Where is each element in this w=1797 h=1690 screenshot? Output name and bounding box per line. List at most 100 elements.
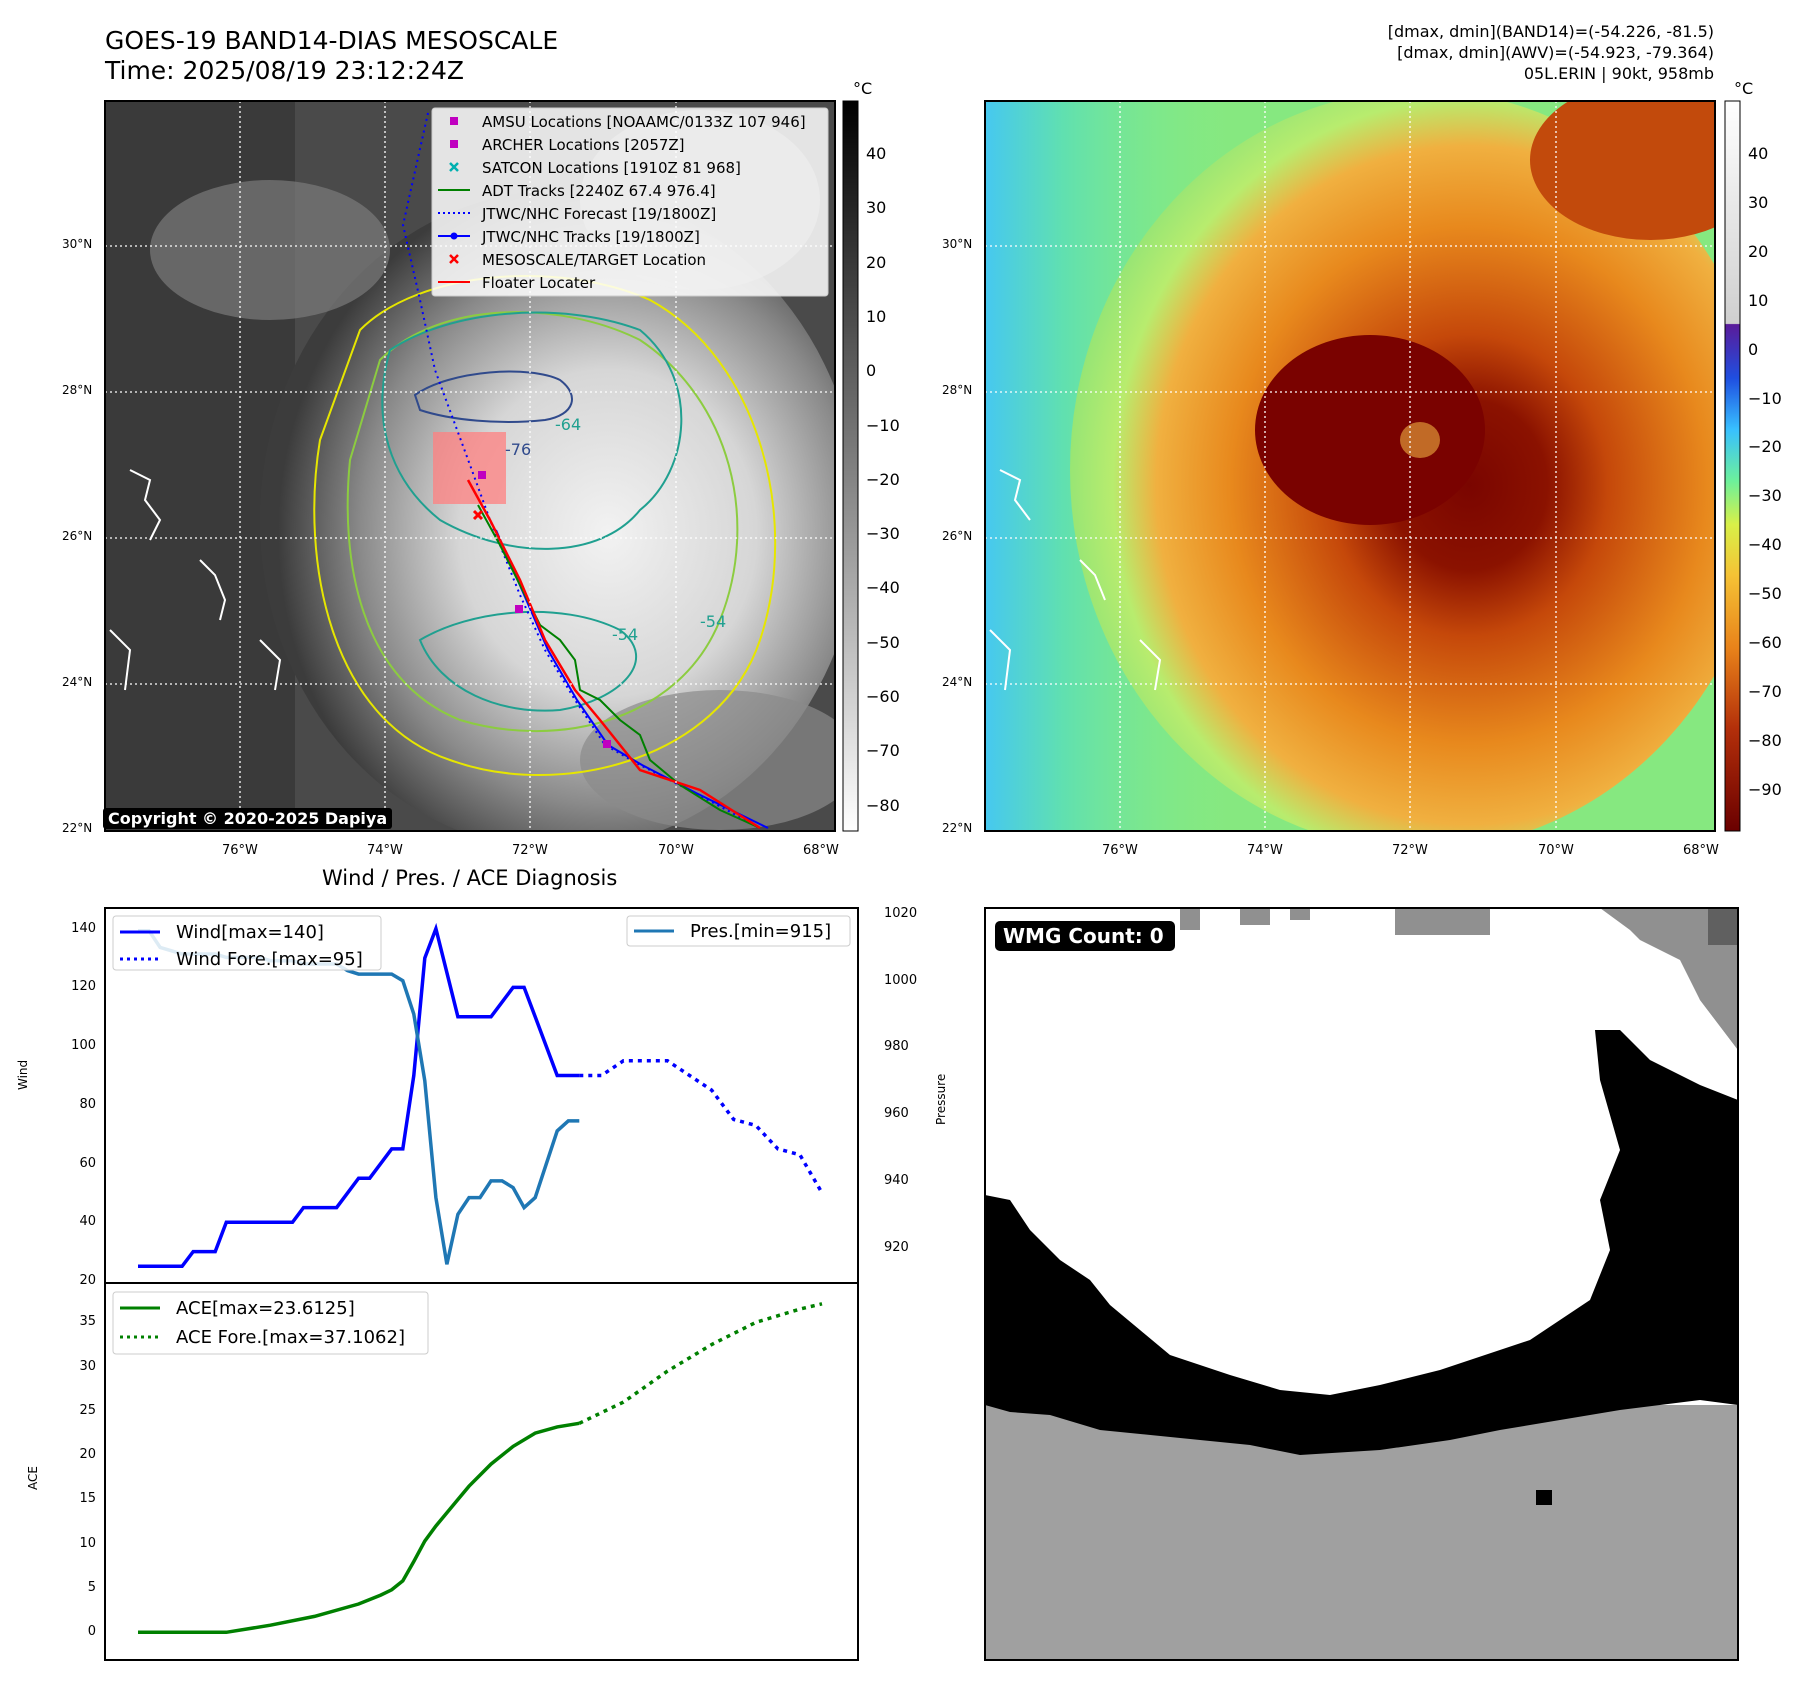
colorbar-tick: 20 <box>866 252 887 272</box>
colorbar-tick: −30 <box>866 524 900 544</box>
lon-label: 74°W <box>367 843 403 858</box>
right-map-gridlines <box>985 101 1715 831</box>
right-colorbar <box>1724 100 1741 832</box>
colorbar-tick: 20 <box>1748 241 1769 261</box>
lon-label: 70°W <box>1538 843 1574 858</box>
lat-label: 24°N <box>62 675 93 689</box>
legend-satcon: SATCON Locations [1910Z 81 968] <box>482 159 741 177</box>
colorbar-tick: −40 <box>1748 535 1782 555</box>
lon-label: 68°W <box>1683 843 1719 858</box>
wind-tick: 20 <box>79 1273 96 1288</box>
floater-track <box>466 479 761 830</box>
wmg-count-label: WMG Count: 0 <box>1003 924 1164 948</box>
ace-tick: 5 <box>87 1580 96 1596</box>
legend-forecast: JTWC/NHC Forecast [19/1800Z] <box>482 205 717 223</box>
colorbar-tick: −20 <box>866 469 900 489</box>
lon-label: 74°W <box>1247 843 1283 858</box>
colorbar-tick: −10 <box>1748 388 1782 408</box>
ace-tick: 15 <box>79 1491 96 1507</box>
series-wind-max- <box>138 922 580 1269</box>
colorbar-tick: 30 <box>866 198 887 218</box>
right-map-panel <box>984 100 1716 832</box>
lat-label: 22°N <box>942 821 973 835</box>
colorbar-tick: −50 <box>866 632 900 652</box>
colorbar-tick: −50 <box>1748 584 1782 604</box>
colorbar-tick: 0 <box>866 361 877 381</box>
colorbar-tick: −30 <box>1748 486 1782 506</box>
legend-ace-fore: ACE Fore.[max=37.1062] <box>176 1327 405 1348</box>
colorbar-tick: 40 <box>1748 144 1769 163</box>
right-map-frame <box>984 100 1716 832</box>
wind-tick: 120 <box>71 979 96 995</box>
copyright-badge: Copyright © 2020-2025 Dapiya <box>103 808 393 829</box>
lat-label: 22°N <box>62 821 93 835</box>
ace-legend <box>112 1291 429 1355</box>
amsu-marker <box>478 471 486 479</box>
coastline-right <box>989 469 1162 691</box>
contour-label: -64 <box>555 415 582 434</box>
wind-tick: 40 <box>79 1214 96 1230</box>
pressure-tick: 980 <box>884 1039 909 1055</box>
legend-tracks: JTWC/NHC Tracks [19/1800Z] <box>482 228 700 246</box>
coastline-left <box>109 469 282 691</box>
contour-label: -54 <box>700 612 727 631</box>
pres-legend <box>626 915 851 947</box>
wind-tick: 140 <box>71 920 96 936</box>
ace-tick: 35 <box>79 1314 96 1330</box>
pressure-axis-label: Pressure <box>934 1073 948 1125</box>
floater-box <box>433 432 506 504</box>
legend-pres: Pres.[min=915] <box>690 921 832 942</box>
wind-tick: 60 <box>79 1155 96 1171</box>
colorbar-tick: −60 <box>866 687 900 706</box>
series-ace-fore-max- <box>578 1302 823 1425</box>
wmg-frame <box>984 907 1739 1661</box>
lat-label: 26°N <box>942 529 973 543</box>
pressure-tick: 960 <box>884 1106 909 1122</box>
contour-label: -54 <box>612 625 639 644</box>
series-ace-max- <box>138 1421 580 1635</box>
wind-tick: 80 <box>79 1096 96 1112</box>
colorbar-tick: 10 <box>866 306 887 326</box>
lat-label: 30°N <box>62 237 93 251</box>
lon-label: 70°W <box>658 843 694 858</box>
ace-tick: 25 <box>79 1402 96 1418</box>
ace-axis-label: ACE <box>26 1466 40 1490</box>
colorbar-tick: 40 <box>866 144 887 163</box>
contour-teal-2 <box>418 610 637 712</box>
pressure-tick: 1020 <box>884 906 918 921</box>
colorbar-tick: −10 <box>866 415 900 435</box>
lon-label: 76°W <box>1102 843 1138 858</box>
ace-tick: 20 <box>79 1447 96 1463</box>
colorbar-tick: −70 <box>866 741 900 761</box>
title-line-1: GOES-19 BAND14-DIAS MESOSCALE <box>105 26 559 55</box>
colorbar-unit: °C <box>1734 79 1754 98</box>
lat-label: 24°N <box>942 675 973 689</box>
archer-marker <box>515 605 523 613</box>
lat-label: 28°N <box>62 383 93 397</box>
pressure-tick: 1000 <box>884 972 918 988</box>
colorbar-tick: −70 <box>1748 681 1782 701</box>
colorbar-unit: °C <box>853 79 873 98</box>
wind-tick: 100 <box>71 1038 96 1054</box>
lat-label: 26°N <box>62 529 93 543</box>
wmg-count-badge <box>995 921 1175 951</box>
diag-title: Wind / Pres. / ACE Diagnosis <box>322 866 618 890</box>
ace-tick: 0 <box>87 1624 96 1640</box>
stats-line-1: [dmax, dmin](BAND14)=(-54.226, -81.5) <box>1387 22 1714 41</box>
lon-label: 68°W <box>803 843 839 858</box>
wmg-panel <box>984 907 1739 1661</box>
colorbar-tick: −80 <box>1748 730 1782 750</box>
colorbar-tick: −90 <box>1748 779 1782 799</box>
archer-marker-2 <box>603 740 611 748</box>
lat-label: 28°N <box>942 383 973 397</box>
colorbar-tick: −60 <box>1748 633 1782 652</box>
mesoscale-target-marker <box>472 509 484 521</box>
legend-floater: Floater Locater <box>482 274 596 292</box>
stats-line-2: [dmax, dmin](AWV)=(-54.923, -79.364) <box>1397 43 1714 62</box>
lon-label: 72°W <box>1392 843 1428 858</box>
colorbar-tick: −20 <box>1748 437 1782 457</box>
ace-plot <box>138 1302 823 1635</box>
legend-adt: ADT Tracks [2240Z 67.4 976.4] <box>482 182 716 200</box>
diag-panel <box>104 907 859 1661</box>
colorbar-tick: 0 <box>1748 339 1759 359</box>
